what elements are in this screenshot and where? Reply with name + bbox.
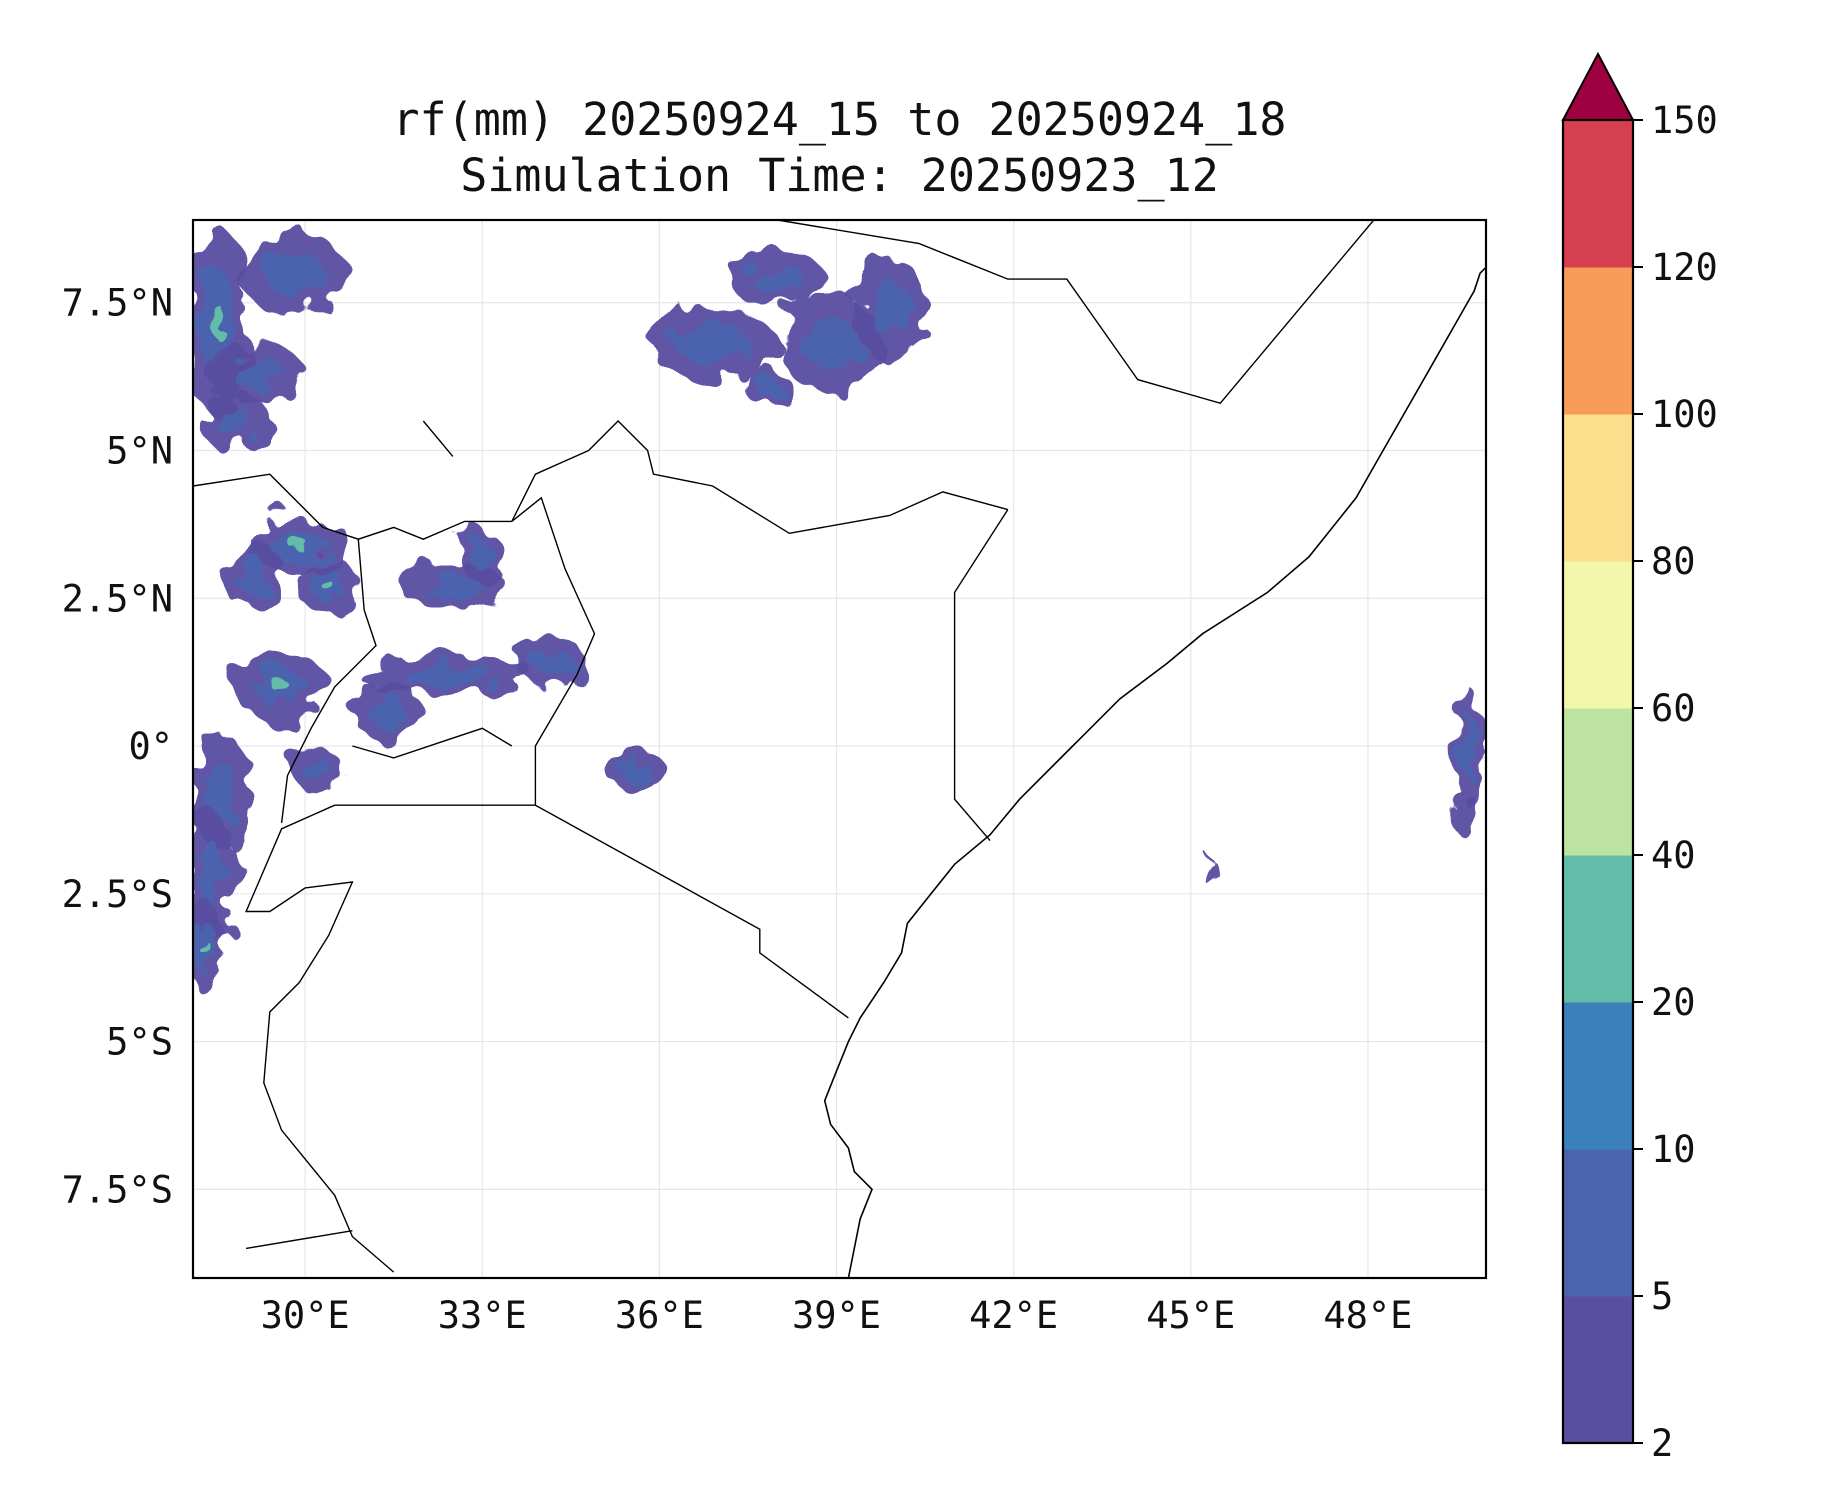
lat-tick-label: 5°N bbox=[106, 430, 173, 473]
colorbar-tick-label: 120 bbox=[1651, 246, 1718, 289]
colorbar-segment bbox=[1563, 1002, 1633, 1150]
rain-cluster-peak bbox=[273, 680, 291, 694]
rain-cluster-core bbox=[368, 694, 408, 727]
country-border bbox=[511, 420, 1008, 535]
lat-tick-label: 5°S bbox=[106, 1021, 173, 1064]
rain-cluster-core bbox=[303, 756, 330, 783]
colorbar-tick-label: 100 bbox=[1651, 393, 1718, 436]
country-border bbox=[280, 539, 377, 823]
country-border bbox=[535, 804, 849, 1019]
colorbar-tick-label: 20 bbox=[1651, 981, 1696, 1024]
colorbar-tick-label: 150 bbox=[1651, 99, 1718, 142]
lon-tick-label: 30°E bbox=[261, 1294, 350, 1337]
colorbar-segment bbox=[1563, 1149, 1633, 1297]
country-border bbox=[245, 1230, 353, 1250]
colorbar-segment bbox=[1563, 120, 1633, 268]
rain-cluster-peak bbox=[289, 539, 309, 551]
map-title: rf(mm) 20250924_15 to 20250924_18 Simula… bbox=[193, 92, 1486, 204]
rain-cluster bbox=[1450, 787, 1475, 835]
rain-cluster-peak bbox=[323, 581, 335, 592]
rain-cluster-core bbox=[676, 324, 749, 364]
rain-cluster-core bbox=[235, 555, 269, 595]
lat-tick-label: 7.5°N bbox=[62, 282, 173, 325]
rain-cluster-core bbox=[197, 840, 224, 912]
rain-cluster-core bbox=[801, 318, 860, 371]
lat-tick-label: 2.5°N bbox=[62, 577, 173, 620]
colorbar-segment bbox=[1563, 414, 1633, 562]
country-border bbox=[422, 420, 454, 457]
rain-cluster-core bbox=[231, 357, 284, 390]
colorbar-segment bbox=[1563, 561, 1633, 709]
colorbar-tick-label: 60 bbox=[1651, 687, 1696, 730]
rain-cluster-core bbox=[469, 543, 496, 570]
country-border bbox=[245, 804, 395, 1273]
colorbar: 2 5 10 20 40 60 80 100 120 150 bbox=[1561, 51, 1718, 1465]
longitude-axis: 30°E 33°E 36°E 39°E 42°E 45°E 48°E bbox=[261, 1294, 1413, 1337]
country-border bbox=[511, 496, 596, 806]
lat-tick-label: 2.5°S bbox=[62, 873, 173, 916]
rain-cluster-core bbox=[533, 650, 573, 677]
colorbar-tick-label: 10 bbox=[1651, 1128, 1696, 1171]
rain-cluster-core bbox=[619, 758, 653, 782]
lon-tick-label: 48°E bbox=[1323, 1294, 1412, 1337]
geography bbox=[193, 220, 1486, 1278]
coastline bbox=[823, 266, 1486, 1278]
map-frame bbox=[191, 218, 1488, 1280]
rain-cluster-core bbox=[870, 279, 910, 338]
lat-tick-label: 0° bbox=[128, 725, 173, 768]
colorbar-tick-label: 40 bbox=[1651, 834, 1696, 877]
rainfall-field bbox=[193, 225, 1484, 995]
rain-cluster-peak bbox=[210, 303, 223, 338]
rain-cluster-core bbox=[751, 262, 804, 296]
rain-cluster-core bbox=[214, 404, 254, 438]
lon-tick-label: 36°E bbox=[615, 1294, 704, 1337]
title-line-2: Simulation Time: 20250923_12 bbox=[460, 149, 1219, 202]
rain-cluster-core bbox=[423, 573, 483, 600]
colorbar-segment bbox=[1563, 1296, 1633, 1444]
colorbar-tick-label: 5 bbox=[1651, 1275, 1673, 1318]
country-border bbox=[352, 727, 513, 759]
country-border bbox=[953, 509, 1009, 842]
rain-cluster-core bbox=[264, 250, 323, 296]
colorbar-tick-label: 80 bbox=[1651, 540, 1696, 583]
colorbar-segment bbox=[1563, 708, 1633, 856]
lon-tick-label: 42°E bbox=[969, 1294, 1058, 1337]
colorbar-extend-arrow bbox=[1561, 51, 1635, 121]
lon-tick-label: 45°E bbox=[1146, 1294, 1235, 1337]
colorbar-segment bbox=[1563, 267, 1633, 415]
rain-cluster-core bbox=[1460, 713, 1477, 779]
colorbar-frame bbox=[1561, 118, 1635, 1445]
colorbar-segment bbox=[1563, 855, 1633, 1003]
title-line-1: rf(mm) 20250924_15 to 20250924_18 bbox=[392, 93, 1287, 146]
rain-cluster-core bbox=[206, 760, 239, 826]
country-border bbox=[777, 220, 1375, 404]
colorbar-tick-label: 2 bbox=[1651, 1422, 1673, 1465]
rain-cluster-peak bbox=[201, 938, 208, 956]
latitude-axis: 7.5°N 5°N 2.5°N 0° 2.5°S 5°S 7.5°S bbox=[62, 282, 173, 1212]
rain-cluster-core bbox=[398, 663, 496, 687]
rain-cluster-core bbox=[752, 375, 779, 396]
lon-tick-label: 33°E bbox=[438, 1294, 527, 1337]
lat-tick-label: 7.5°S bbox=[62, 1168, 173, 1211]
rain-cluster bbox=[1204, 855, 1213, 885]
lon-tick-label: 39°E bbox=[792, 1294, 881, 1337]
country-border bbox=[193, 473, 512, 540]
